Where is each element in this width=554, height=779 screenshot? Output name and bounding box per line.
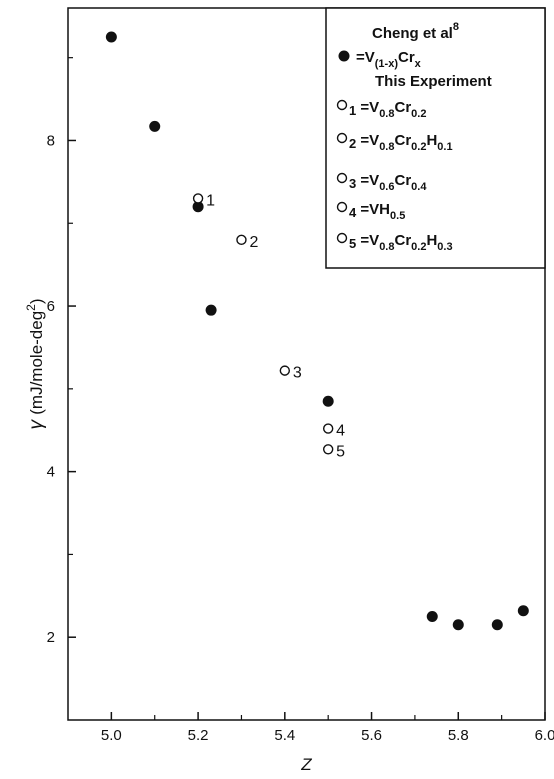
filled-point — [491, 619, 503, 631]
filled-point — [517, 605, 529, 617]
legend-entry-2: 2 =V0.8​Cr0.2​H0.1​ — [349, 132, 453, 153]
x-tick-label: 5.4 — [274, 727, 295, 744]
point-label: 1 — [206, 192, 215, 209]
data-points: 1 2 3 4 5 — [105, 31, 529, 631]
legend-entry-5: 5 =V0.8​Cr0.2​H0.3​ — [349, 232, 453, 253]
legend-heading: Cheng et al8 — [372, 21, 459, 42]
legend-filled-label: =V(1-x)Crx — [356, 49, 422, 70]
filled-point — [105, 31, 117, 43]
legend-entry-3: 3 =V0.6​Cr0.4​ — [349, 172, 427, 193]
legend-subheading: This Experiment — [375, 73, 492, 90]
legend-open-marker — [336, 232, 348, 244]
filled-point — [426, 611, 438, 623]
legend-open-marker — [336, 172, 348, 184]
x-tick-label: 5.6 — [361, 727, 382, 744]
ticks: 5.0 5.2 5.4 5.6 5.8 6.0 2 4 6 8 — [47, 57, 554, 744]
legend-entry-4: 4 =VH0.5​ — [349, 201, 405, 222]
y-tick-label: 6 — [47, 298, 55, 315]
point-label: 5 — [336, 443, 345, 460]
x-tick-label: 5.0 — [101, 727, 122, 744]
y-tick-label: 4 — [47, 464, 55, 481]
filled-point — [192, 201, 204, 213]
open-point — [322, 423, 334, 434]
open-point — [322, 444, 334, 455]
filled-point — [322, 395, 334, 407]
point-label: 4 — [336, 423, 345, 440]
legend-entry-1: 1 =V0.8​Cr0.2​ — [349, 99, 426, 120]
axes — [67, 7, 546, 721]
open-point — [192, 193, 204, 204]
y-axis-title: γ (mJ/mole-deg2) — [24, 298, 47, 429]
filled-point — [452, 619, 464, 631]
open-point — [279, 365, 291, 376]
open-point — [236, 234, 247, 246]
filled-point — [149, 120, 161, 132]
x-axis-title: Z — [300, 755, 312, 774]
axis-titles: Zγ (mJ/mole-deg2) — [24, 298, 312, 774]
filled-point — [205, 304, 217, 316]
legend-box — [325, 7, 546, 269]
y-tick-label: 8 — [47, 132, 55, 149]
x-tick-label: 5.2 — [188, 727, 209, 744]
x-tick-label: 5.8 — [448, 727, 469, 744]
legend-open-marker — [336, 99, 348, 111]
y-tick-label: 2 — [47, 629, 55, 646]
point-label: 3 — [293, 365, 302, 382]
plot-frame — [67, 7, 546, 721]
legend: Cheng et al8 =V(1-x)Crx This Experiment 1 =… — [325, 7, 546, 269]
point-label: 2 — [249, 234, 258, 251]
legend-open-marker — [336, 132, 348, 144]
legend-filled-marker — [338, 50, 350, 62]
x-tick-label: 6.0 — [535, 727, 554, 744]
legend-open-marker — [336, 201, 348, 213]
